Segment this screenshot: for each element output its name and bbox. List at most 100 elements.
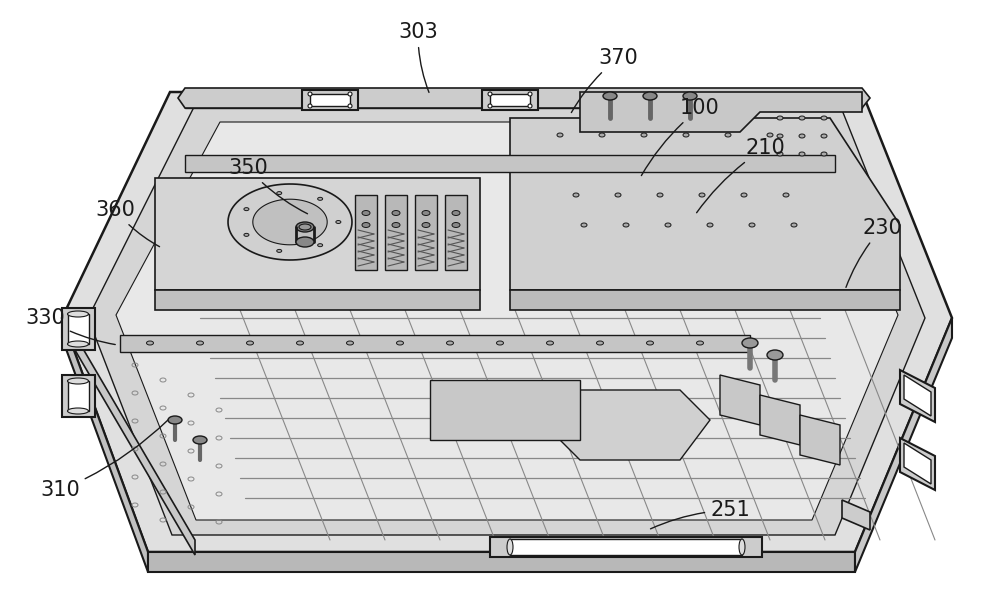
Ellipse shape xyxy=(821,152,827,156)
Ellipse shape xyxy=(308,104,312,108)
Polygon shape xyxy=(430,380,580,440)
Ellipse shape xyxy=(68,341,88,347)
Ellipse shape xyxy=(68,408,88,414)
Ellipse shape xyxy=(193,436,207,444)
Ellipse shape xyxy=(799,116,805,120)
Ellipse shape xyxy=(396,341,404,345)
Ellipse shape xyxy=(821,116,827,120)
Polygon shape xyxy=(178,88,870,108)
Ellipse shape xyxy=(557,133,563,137)
Polygon shape xyxy=(62,318,148,572)
Polygon shape xyxy=(490,537,762,557)
Ellipse shape xyxy=(683,133,689,137)
Ellipse shape xyxy=(783,193,789,197)
Polygon shape xyxy=(355,195,377,270)
Ellipse shape xyxy=(777,116,783,120)
Ellipse shape xyxy=(742,338,758,348)
Polygon shape xyxy=(116,122,898,520)
Text: 360: 360 xyxy=(95,200,160,247)
Ellipse shape xyxy=(528,92,532,96)
Polygon shape xyxy=(510,118,900,290)
Ellipse shape xyxy=(799,152,805,156)
Ellipse shape xyxy=(507,539,513,555)
Polygon shape xyxy=(228,184,352,260)
Ellipse shape xyxy=(68,311,88,317)
Polygon shape xyxy=(253,199,327,245)
Ellipse shape xyxy=(821,134,827,138)
Ellipse shape xyxy=(277,250,282,252)
Ellipse shape xyxy=(308,92,312,96)
Ellipse shape xyxy=(318,244,323,247)
Ellipse shape xyxy=(799,134,805,138)
Polygon shape xyxy=(904,375,931,416)
Polygon shape xyxy=(62,375,95,417)
Ellipse shape xyxy=(362,222,370,227)
Ellipse shape xyxy=(581,223,587,227)
Polygon shape xyxy=(855,318,952,572)
Ellipse shape xyxy=(546,341,554,345)
Text: 350: 350 xyxy=(228,158,308,214)
Ellipse shape xyxy=(277,191,282,195)
Polygon shape xyxy=(415,195,437,270)
Ellipse shape xyxy=(299,224,311,230)
Polygon shape xyxy=(65,318,195,555)
Ellipse shape xyxy=(392,210,400,216)
Ellipse shape xyxy=(573,193,579,197)
Ellipse shape xyxy=(641,133,647,137)
Ellipse shape xyxy=(452,222,460,227)
Text: 310: 310 xyxy=(40,420,168,500)
Ellipse shape xyxy=(707,223,713,227)
Ellipse shape xyxy=(362,210,370,216)
Ellipse shape xyxy=(741,193,747,197)
Ellipse shape xyxy=(733,163,739,167)
Ellipse shape xyxy=(296,237,314,247)
Ellipse shape xyxy=(767,133,773,137)
Ellipse shape xyxy=(528,104,532,108)
Polygon shape xyxy=(195,92,840,105)
Ellipse shape xyxy=(146,341,154,345)
Ellipse shape xyxy=(296,222,314,232)
Polygon shape xyxy=(800,415,840,465)
Ellipse shape xyxy=(246,341,254,345)
Ellipse shape xyxy=(496,341,504,345)
Polygon shape xyxy=(185,92,862,108)
Polygon shape xyxy=(68,381,89,411)
Polygon shape xyxy=(385,195,407,270)
Ellipse shape xyxy=(422,210,430,216)
Ellipse shape xyxy=(643,92,657,100)
Ellipse shape xyxy=(665,223,671,227)
Ellipse shape xyxy=(488,104,492,108)
Text: 100: 100 xyxy=(641,98,720,176)
Polygon shape xyxy=(88,105,925,535)
Ellipse shape xyxy=(691,163,697,167)
Polygon shape xyxy=(580,92,862,132)
Text: 330: 330 xyxy=(25,308,115,345)
Ellipse shape xyxy=(649,163,655,167)
Text: 210: 210 xyxy=(697,138,785,213)
Ellipse shape xyxy=(347,341,354,345)
Polygon shape xyxy=(482,90,538,110)
Polygon shape xyxy=(720,375,760,425)
Text: 230: 230 xyxy=(846,218,902,287)
Ellipse shape xyxy=(657,193,663,197)
Polygon shape xyxy=(490,94,530,106)
Ellipse shape xyxy=(646,341,654,345)
Ellipse shape xyxy=(296,341,304,345)
Ellipse shape xyxy=(623,223,629,227)
Ellipse shape xyxy=(791,223,797,227)
Ellipse shape xyxy=(775,163,781,167)
Ellipse shape xyxy=(68,378,88,384)
Ellipse shape xyxy=(348,92,352,96)
Ellipse shape xyxy=(488,92,492,96)
Polygon shape xyxy=(445,195,467,270)
Polygon shape xyxy=(842,500,870,530)
Ellipse shape xyxy=(452,210,460,216)
Polygon shape xyxy=(62,92,952,552)
Ellipse shape xyxy=(392,222,400,227)
Polygon shape xyxy=(550,390,710,460)
Ellipse shape xyxy=(725,133,731,137)
Ellipse shape xyxy=(699,193,705,197)
Ellipse shape xyxy=(739,539,745,555)
Ellipse shape xyxy=(749,223,755,227)
Polygon shape xyxy=(900,370,935,422)
